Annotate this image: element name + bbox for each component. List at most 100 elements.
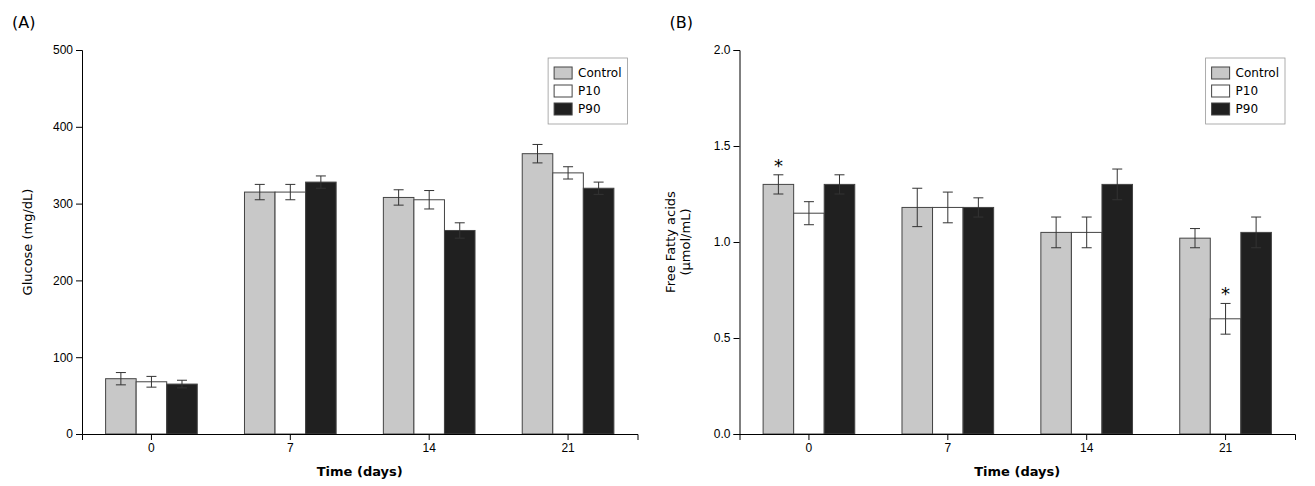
x-axis-line [740, 435, 1296, 441]
y-tick-label: 1.5 [714, 139, 731, 153]
y-tick-mark [734, 146, 740, 147]
y-tick-label: 0 [66, 427, 73, 441]
error-bar [773, 175, 783, 194]
plot-area [106, 144, 614, 434]
error-bars [773, 175, 1200, 248]
error-bar [116, 373, 126, 385]
bar [763, 184, 794, 434]
x-tick-mark [290, 434, 291, 440]
bar [1102, 184, 1133, 434]
x-tick-label: 7 [944, 441, 951, 455]
error-bar [1251, 217, 1261, 248]
bar-series [106, 154, 553, 434]
legend-item: Control [554, 66, 621, 80]
annotation: * [1221, 283, 1230, 304]
x-tick: 7 [287, 434, 294, 455]
x-tick: 21 [561, 434, 575, 455]
legend: Control P10 P90 [548, 58, 627, 124]
error-bar [973, 198, 983, 217]
x-tick-mark [151, 434, 152, 440]
y-tick-mark [76, 434, 82, 435]
x-tick: 14 [1080, 434, 1094, 455]
y-tick-mark [734, 242, 740, 243]
y-tick: 400 [53, 120, 82, 134]
legend-label: P10 [578, 84, 601, 98]
error-bar [177, 380, 187, 388]
legend-item: Control [1212, 66, 1279, 80]
x-tick-mark [1225, 434, 1226, 440]
x-tick-label: 21 [561, 441, 575, 455]
legend-swatch [554, 67, 572, 79]
legend: Control P10 P90 [1206, 58, 1285, 124]
error-bar [563, 167, 573, 179]
error-bar [424, 191, 434, 209]
panel: 0.00.51.01.52.0071421Time (days)Free Fat… [663, 13, 1296, 479]
legend-frame [1206, 58, 1285, 124]
bar [522, 154, 553, 434]
y-tick: 300 [53, 197, 82, 211]
x-axis: 071421 [83, 434, 639, 455]
y-axis: 0.00.51.01.52.0 [714, 43, 740, 441]
y-tick-mark [734, 50, 740, 51]
error-bar [1082, 217, 1092, 248]
legend-label: P10 [1236, 84, 1259, 98]
x-tick: 0 [148, 434, 155, 455]
error-bar [316, 176, 326, 188]
y-tick: 0.0 [714, 427, 740, 441]
bar [553, 173, 584, 434]
bar [583, 188, 614, 434]
x-axis-title: Time (days) [317, 464, 403, 479]
legend-swatch [1212, 67, 1230, 79]
bar [1041, 232, 1072, 434]
x-tick-label: 0 [148, 441, 155, 455]
bar [383, 197, 414, 434]
x-tick-label: 21 [1219, 441, 1233, 455]
error-bar [834, 175, 844, 194]
figure: 0100200300400500071421Time (days)Glucose… [0, 0, 1315, 486]
y-tick-label: 400 [53, 120, 73, 134]
y-tick-label: 0.5 [714, 331, 731, 345]
bar [794, 213, 825, 434]
bar [106, 379, 137, 434]
x-axis-line [83, 435, 639, 441]
error-bars [116, 144, 543, 384]
bar [244, 192, 275, 434]
x-tick-mark [429, 434, 430, 440]
bar [933, 207, 964, 434]
legend-item: P10 [1212, 84, 1259, 98]
legend-swatch [1212, 85, 1230, 97]
legend-items: Control P10 P90 [1212, 66, 1279, 116]
y-tick-mark [76, 127, 82, 128]
error-bar [455, 223, 465, 238]
error-bar [285, 184, 295, 199]
panel-title: (B) [670, 13, 693, 32]
error-bar [1112, 169, 1122, 200]
y-tick: 1.0 [714, 235, 740, 249]
x-tick-mark [568, 434, 569, 440]
bar [167, 384, 198, 434]
bar [306, 182, 337, 434]
y-tick-mark [76, 357, 82, 358]
y-tick: 500 [53, 43, 82, 57]
plot-area [763, 169, 1271, 434]
x-tick-mark [947, 434, 948, 440]
y-tick-mark [76, 280, 82, 281]
legend-label: P90 [578, 102, 601, 116]
legend-item: P10 [554, 84, 601, 98]
bar [444, 230, 475, 434]
legend-label: P90 [1236, 102, 1259, 116]
y-tick: 1.5 [714, 139, 740, 153]
error-bar [1051, 217, 1061, 248]
error-bar [594, 182, 604, 194]
bar [1210, 319, 1241, 434]
error-bars [804, 192, 1231, 334]
y-axis: 0100200300400500 [53, 43, 83, 441]
legend-item: P90 [554, 102, 601, 116]
error-bar [943, 192, 953, 223]
bar [902, 207, 933, 434]
x-axis: 071421 [740, 434, 1296, 455]
y-tick-mark [76, 50, 82, 51]
y-axis-title: Free Fatty acids(μmol/mL) [663, 191, 693, 293]
panel: 0100200300400500071421Time (days)Glucose… [12, 13, 638, 479]
y-tick: 0 [66, 427, 82, 441]
